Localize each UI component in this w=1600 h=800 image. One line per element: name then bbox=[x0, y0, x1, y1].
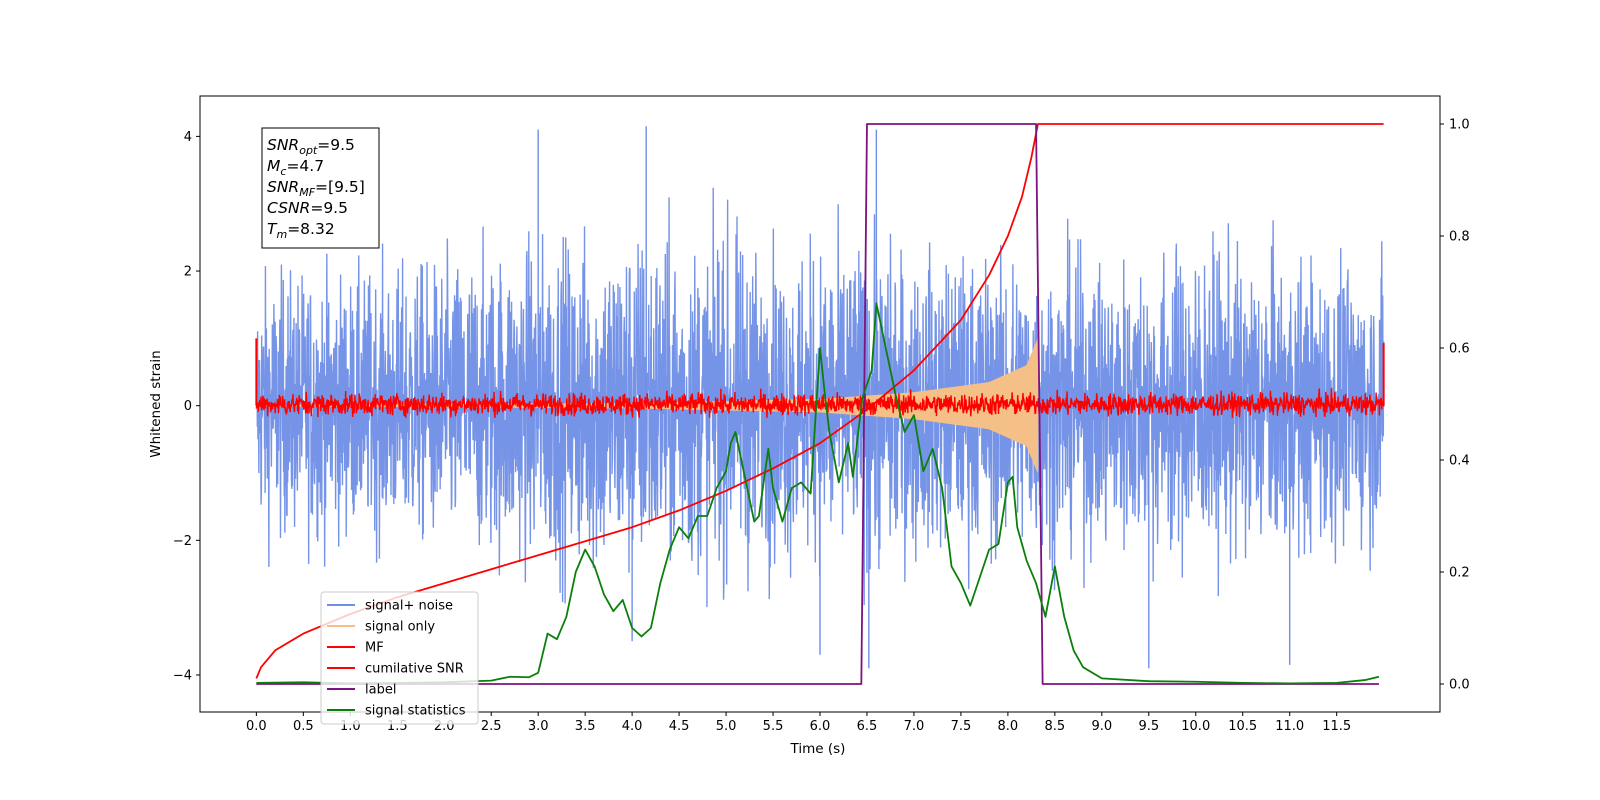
x-tick-label: 9.5 bbox=[1138, 719, 1159, 734]
info-line: Mc=4.7 bbox=[267, 157, 324, 178]
info-symbol: SNR bbox=[267, 178, 299, 196]
x-tick-label: 8.0 bbox=[998, 719, 1019, 734]
info-value: =8.32 bbox=[287, 220, 335, 238]
y2-tick-label: 0.8 bbox=[1449, 230, 1470, 245]
y-axis-label: Whitened strain bbox=[148, 350, 164, 457]
y2-tick-label: 0.0 bbox=[1449, 678, 1470, 693]
legend: signal+ noise signal only MF cumilative SNR… bbox=[320, 591, 479, 725]
info-symbol: SNR bbox=[267, 136, 299, 154]
info-value: =[9.5] bbox=[315, 178, 365, 196]
info-value: =4.7 bbox=[286, 157, 324, 175]
info-value: =9.5 bbox=[317, 136, 355, 154]
y-axis-left: −4 −2 0 2 4 bbox=[173, 130, 200, 683]
info-symbol: CSNR bbox=[267, 199, 310, 217]
x-tick-label: 10.0 bbox=[1181, 719, 1210, 734]
x-tick-label: 4.0 bbox=[622, 719, 643, 734]
x-tick-label: 2.5 bbox=[481, 719, 502, 734]
x-tick-label: 0.5 bbox=[293, 719, 314, 734]
info-line: SNRopt=9.5 bbox=[267, 136, 355, 157]
x-tick-label: 8.5 bbox=[1045, 719, 1066, 734]
legend-entry: cumilative SNR bbox=[365, 662, 464, 677]
series-mf bbox=[255, 387, 1385, 418]
x-tick-label: 3.5 bbox=[575, 719, 596, 734]
info-symbol: M bbox=[267, 157, 280, 175]
y-tick-label: −2 bbox=[173, 534, 192, 549]
legend-entry: signal+ noise bbox=[365, 599, 453, 614]
x-tick-label: 10.5 bbox=[1228, 719, 1257, 734]
info-line: Tm=8.32 bbox=[267, 220, 335, 241]
x-tick-label: 5.0 bbox=[716, 719, 737, 734]
info-value: =9.5 bbox=[310, 199, 348, 217]
x-tick-label: 3.0 bbox=[528, 719, 549, 734]
legend-entry: signal statistics bbox=[365, 704, 466, 719]
info-subscript: opt bbox=[299, 144, 318, 157]
x-tick-label: 11.5 bbox=[1322, 719, 1351, 734]
legend-entry: signal only bbox=[365, 620, 435, 635]
info-box: SNRopt=9.5Mc=4.7SNRMF=[9.5]CSNR=9.5Tm=8.… bbox=[261, 127, 380, 249]
x-tick-label: 7.0 bbox=[904, 719, 925, 734]
y2-tick-label: 0.2 bbox=[1449, 566, 1470, 581]
legend-entry: label bbox=[365, 683, 396, 698]
x-tick-label: 7.5 bbox=[951, 719, 972, 734]
x-axis-label: Time (s) bbox=[790, 741, 846, 757]
y2-tick-label: 0.4 bbox=[1449, 454, 1470, 469]
y-axis-right: 0.0 0.2 0.4 0.6 0.8 1.0 bbox=[1440, 118, 1470, 693]
y-tick-label: 2 bbox=[184, 265, 192, 280]
x-tick-label: 11.0 bbox=[1275, 719, 1304, 734]
info-line: CSNR=9.5 bbox=[267, 199, 348, 217]
y-tick-label: −4 bbox=[173, 668, 192, 683]
x-tick-label: 6.5 bbox=[857, 719, 878, 734]
info-subscript: c bbox=[280, 165, 286, 178]
x-tick-label: 6.0 bbox=[810, 719, 831, 734]
legend-frame bbox=[320, 591, 479, 725]
x-tick-label: 0.0 bbox=[246, 719, 267, 734]
y2-tick-label: 1.0 bbox=[1449, 118, 1470, 133]
x-tick-label: 9.0 bbox=[1091, 719, 1112, 734]
series-label bbox=[256, 123, 1379, 685]
x-tick-label: 5.5 bbox=[763, 719, 784, 734]
y-tick-label: 0 bbox=[184, 399, 192, 414]
series-signal-statistics bbox=[256, 302, 1380, 685]
info-line: SNRMF=[9.5] bbox=[267, 178, 365, 199]
info-symbol: T bbox=[267, 220, 278, 238]
x-tick-label: 4.5 bbox=[669, 719, 690, 734]
info-subscript: m bbox=[276, 228, 287, 241]
legend-entry: MF bbox=[365, 641, 384, 656]
info-box-frame bbox=[261, 127, 380, 249]
info-subscript: MF bbox=[299, 186, 315, 199]
x-axis: 0.0 0.5 1.0 1.5 2.0 2.5 3.0 3.5 4.0 4.5 5.0 5.5 6.0 6… bbox=[246, 712, 1351, 734]
y2-tick-label: 0.6 bbox=[1449, 342, 1470, 357]
plot-area bbox=[255, 123, 1385, 685]
y-tick-label: 4 bbox=[184, 130, 192, 145]
